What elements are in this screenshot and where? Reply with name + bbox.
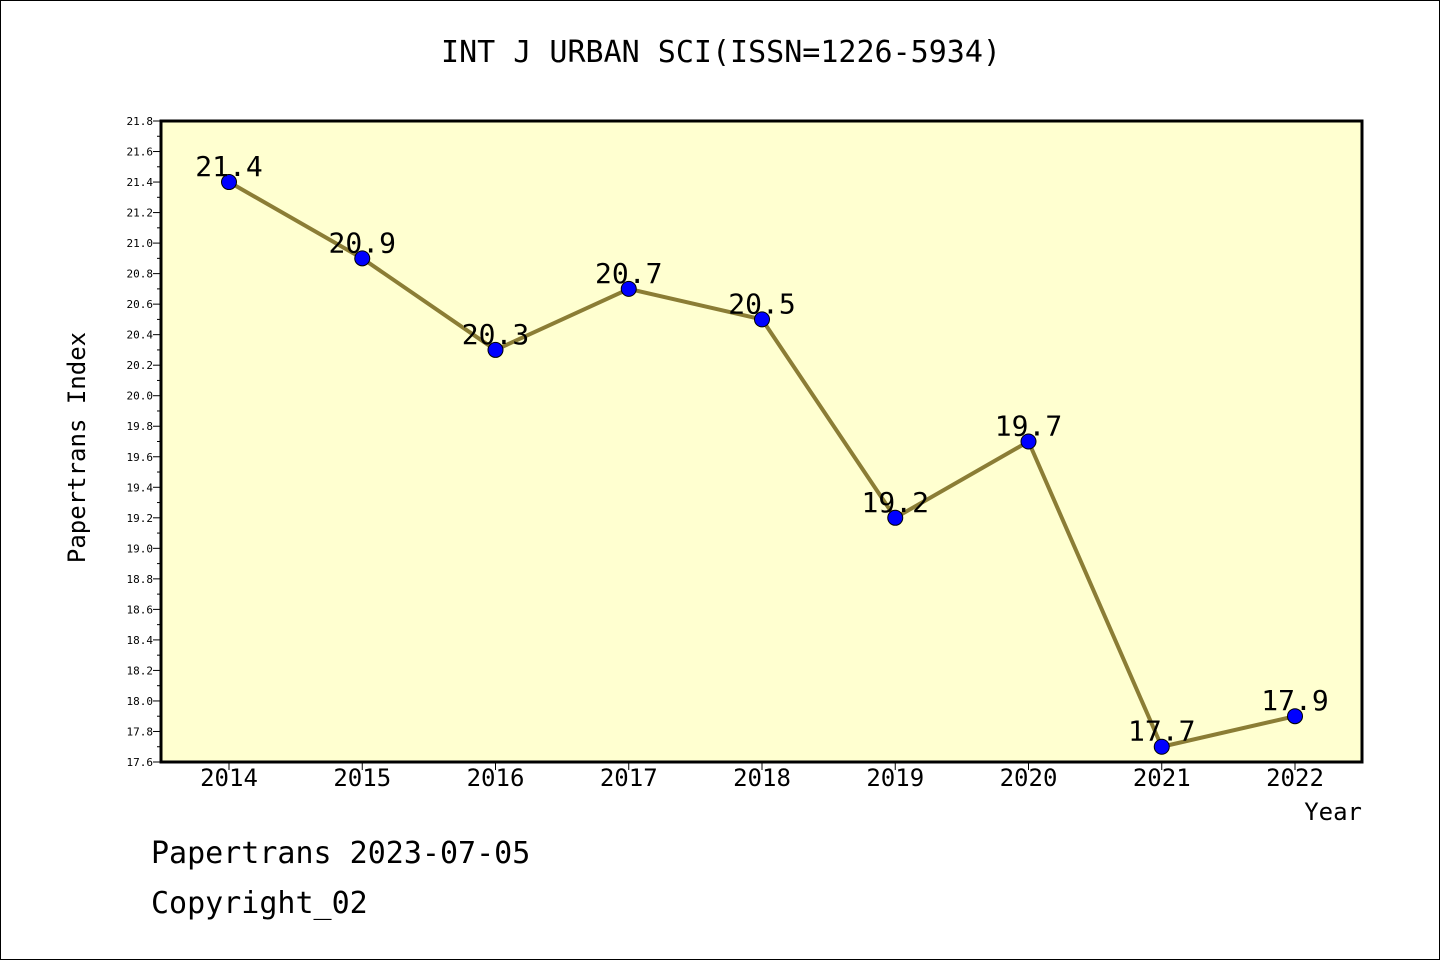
x-tick-label: 2014: [200, 764, 258, 792]
data-point: [354, 250, 371, 267]
x-tick-label: 2019: [866, 764, 924, 792]
x-tick-label: 2021: [1133, 764, 1191, 792]
plot-area: [159, 119, 1364, 764]
x-tick-label: 2022: [1266, 764, 1324, 792]
y-tick-label: 17.8: [127, 725, 154, 738]
y-tick-label: 20.0: [127, 390, 154, 403]
y-tick-label: 18.2: [127, 664, 154, 677]
data-label: 20.3: [462, 318, 529, 351]
data-label: 20.5: [728, 287, 795, 320]
data-label: 17.9: [1261, 684, 1328, 717]
y-tick-label: 19.8: [127, 420, 154, 433]
y-tick-label: 18.6: [127, 603, 154, 616]
data-label: 19.7: [995, 410, 1062, 443]
y-tick-label: 19.2: [127, 512, 154, 525]
x-tick-label: 2016: [467, 764, 525, 792]
y-tick-label: 21.6: [127, 146, 154, 159]
data-label: 20.7: [595, 257, 662, 290]
y-tick-label: 21.2: [127, 207, 154, 220]
y-tick-label: 19.6: [127, 451, 154, 464]
x-tick-label: 2015: [333, 764, 391, 792]
chart-title: INT J URBAN SCI(ISSN=1226-5934): [441, 35, 1001, 70]
footer-date: Papertrans 2023-07-05: [151, 836, 531, 871]
footer-copyright: Copyright_02: [151, 886, 368, 921]
y-tick-label: 18.4: [127, 634, 154, 647]
y-tick-label: 20.6: [127, 298, 154, 311]
y-tick-label: 19.0: [127, 542, 154, 555]
y-tick-label: 18.0: [127, 695, 154, 708]
data-point: [487, 341, 504, 358]
y-tick-label: 20.8: [127, 268, 154, 281]
data-label: 19.2: [862, 486, 929, 519]
data-point: [1153, 738, 1170, 755]
data-label: 21.4: [195, 150, 262, 183]
y-tick-label: 20.4: [127, 329, 154, 342]
y-axis-label: Papertrans Index: [63, 332, 91, 563]
y-tick-label: 21.8: [127, 115, 154, 128]
data-point: [1020, 433, 1037, 450]
data-point: [620, 280, 637, 297]
y-tick-label: 21.0: [127, 237, 154, 250]
y-tick-label: 17.6: [127, 756, 154, 769]
data-label: 20.9: [329, 226, 396, 259]
data-point: [1287, 708, 1303, 725]
x-tick-label: 2018: [733, 764, 791, 792]
x-tick-label: 2017: [600, 764, 658, 792]
x-axis-label: Year: [1304, 798, 1362, 826]
y-tick-label: 20.2: [127, 359, 154, 372]
y-tick-label: 19.4: [127, 481, 154, 494]
data-point: [887, 509, 904, 526]
y-tick-label: 21.4: [127, 176, 154, 189]
x-tick-label: 2020: [1000, 764, 1058, 792]
data-label: 17.7: [1128, 715, 1195, 748]
y-tick-label: 18.8: [127, 573, 154, 586]
data-point: [754, 311, 770, 328]
data-point: [221, 174, 237, 191]
